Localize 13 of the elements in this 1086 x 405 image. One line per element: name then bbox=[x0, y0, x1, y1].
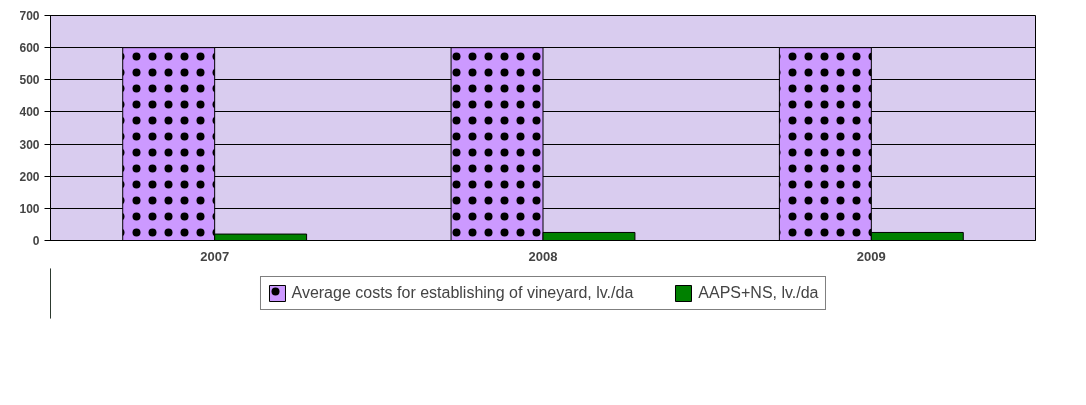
y-tick-label: 100 bbox=[19, 201, 40, 216]
y-tick-label: 700 bbox=[19, 9, 40, 23]
y-tick-label: 0 bbox=[32, 234, 40, 248]
legend-label: AAPS+NS, lv./da bbox=[698, 284, 819, 302]
y-tick-label: 500 bbox=[19, 73, 40, 88]
y-tick-label: 300 bbox=[19, 137, 40, 152]
x-tick-label: 2008 bbox=[528, 248, 558, 264]
y-tick-label: 600 bbox=[19, 41, 40, 56]
y-tick-label: 200 bbox=[19, 169, 40, 184]
x-tick-label: 2007 bbox=[200, 248, 230, 264]
y-tick-label: 400 bbox=[19, 105, 40, 120]
x-tick-label: 2009 bbox=[856, 248, 886, 264]
legend-label: Average costs for establishing of vineyard, lv./da bbox=[291, 284, 634, 302]
